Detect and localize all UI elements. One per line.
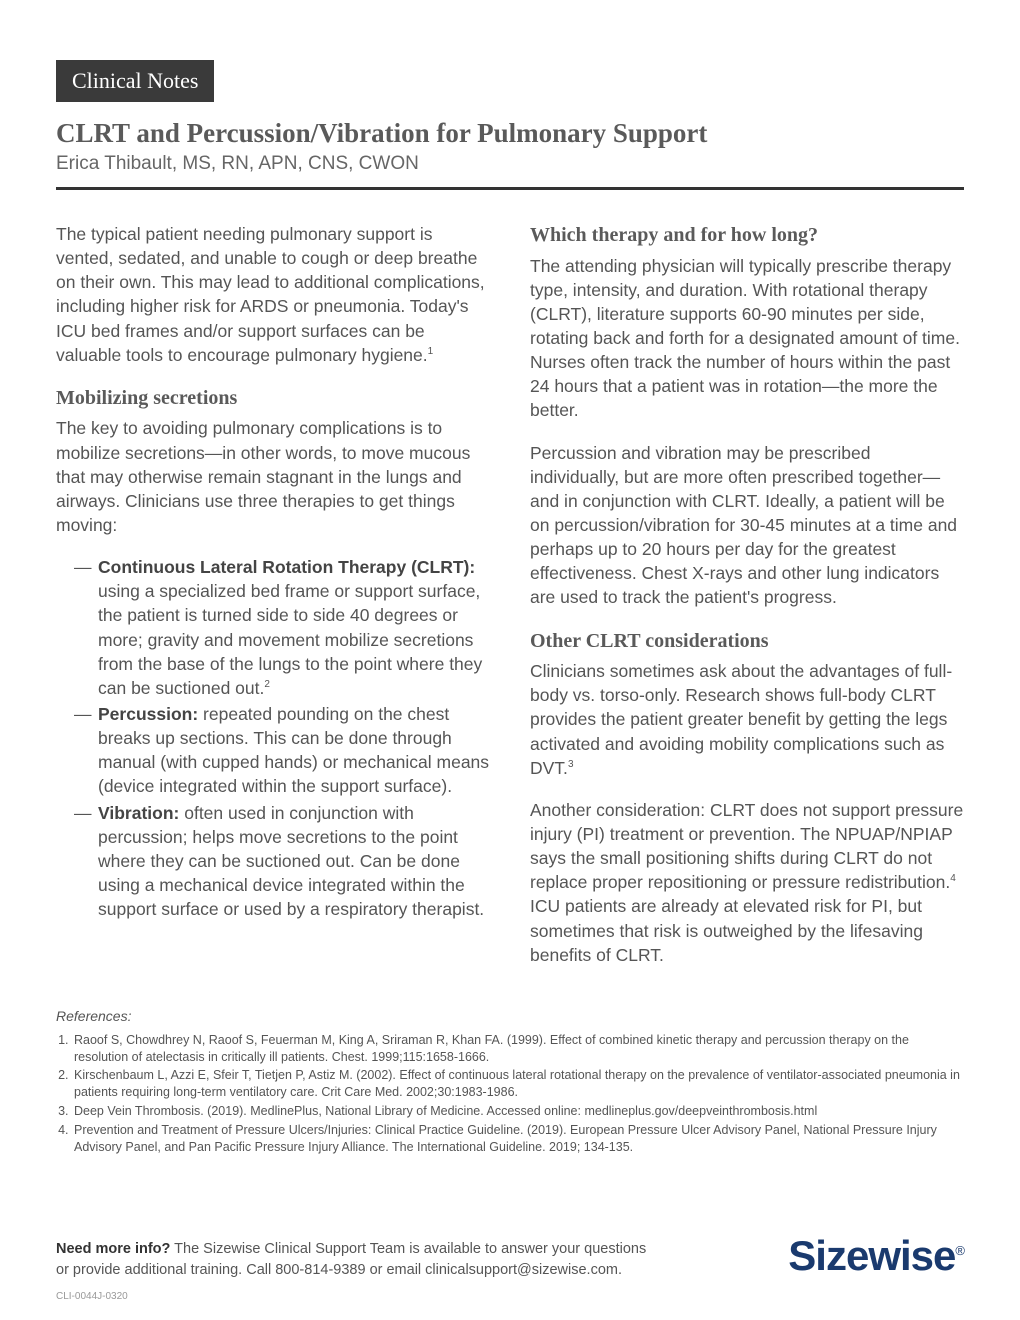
right-column: Which therapy and for how long? The atte… — [530, 222, 964, 985]
section-badge: Clinical Notes — [56, 60, 214, 102]
footnote-ref: 1 — [428, 346, 434, 357]
left-column: The typical patient needing pulmonary su… — [56, 222, 490, 985]
body-paragraph: Percussion and vibration may be prescrib… — [530, 441, 964, 610]
list-item-text: using a specialized bed frame or support… — [98, 581, 482, 698]
footer: Need more info? The Sizewise Clinical Su… — [56, 1232, 964, 1280]
section-heading: Which therapy and for how long? — [530, 222, 964, 250]
body-paragraph: Another consideration: CLRT does not sup… — [530, 798, 964, 967]
references-title: References: — [56, 1007, 964, 1026]
footnote-ref: 4 — [950, 873, 956, 884]
list-item-label: Percussion: — [98, 704, 198, 724]
paragraph-text: Another consideration: CLRT does not sup… — [530, 800, 963, 892]
footnote-ref: 3 — [568, 759, 574, 770]
paragraph-text: Clinicians sometimes ask about the advan… — [530, 661, 952, 778]
list-item-label: Continuous Lateral Rotation Therapy (CLR… — [98, 557, 475, 577]
intro-text: The typical patient needing pulmonary su… — [56, 224, 485, 365]
list-item: Continuous Lateral Rotation Therapy (CLR… — [80, 555, 490, 700]
body-paragraph: The attending physician will typically p… — [530, 254, 964, 423]
list-item: Vibration: often used in conjunction wit… — [80, 801, 490, 922]
page-title: CLRT and Percussion/Vibration for Pulmon… — [56, 118, 964, 149]
section-heading: Mobilizing secretions — [56, 385, 490, 413]
body-paragraph: The key to avoiding pulmonary complicati… — [56, 416, 490, 537]
section-heading: Other CLRT considerations — [530, 628, 964, 656]
document-id: CLI-0044J-0320 — [56, 1291, 128, 1302]
intro-paragraph: The typical patient needing pulmonary su… — [56, 222, 490, 367]
author: Erica Thibault, MS, RN, APN, CNS, CWON — [56, 153, 964, 175]
reference-item: Deep Vein Thrombosis. (2019). MedlinePlu… — [72, 1103, 964, 1120]
references-section: References: Raoof S, Chowdhrey N, Raoof … — [56, 1007, 964, 1156]
reference-item: Kirschenbaum L, Azzi E, Sfeir T, Tietjen… — [72, 1067, 964, 1101]
paragraph-text: ICU patients are already at elevated ris… — [530, 896, 923, 964]
reference-item: Raoof S, Chowdhrey N, Raoof S, Feuerman … — [72, 1032, 964, 1066]
footer-text: Need more info? The Sizewise Clinical Su… — [56, 1239, 656, 1280]
footer-lead: Need more info? — [56, 1241, 170, 1257]
footnote-ref: 2 — [264, 679, 270, 690]
logo-text: Sizewise — [788, 1232, 955, 1279]
list-item: Percussion: repeated pounding on the che… — [80, 702, 490, 799]
therapy-list: Continuous Lateral Rotation Therapy (CLR… — [56, 555, 490, 921]
references-list: Raoof S, Chowdhrey N, Raoof S, Feuerman … — [56, 1032, 964, 1156]
content-columns: The typical patient needing pulmonary su… — [56, 222, 964, 985]
registered-mark: ® — [955, 1243, 964, 1258]
list-item-label: Vibration: — [98, 803, 179, 823]
body-paragraph: Clinicians sometimes ask about the advan… — [530, 659, 964, 780]
reference-item: Prevention and Treatment of Pressure Ulc… — [72, 1122, 964, 1156]
sizewise-logo: Sizewise® — [788, 1232, 964, 1280]
divider — [56, 187, 964, 190]
